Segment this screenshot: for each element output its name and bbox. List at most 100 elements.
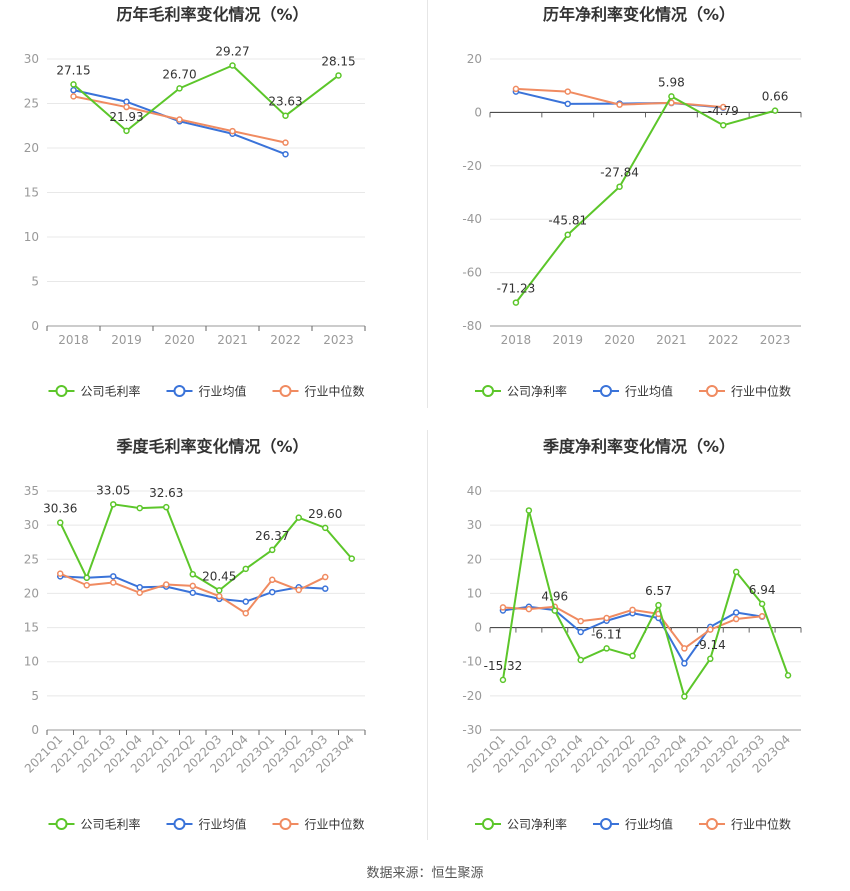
data-point-company	[176, 85, 183, 92]
data-point-company	[564, 231, 571, 238]
y-tick-label: 0	[474, 105, 482, 119]
data-label: 0.66	[762, 90, 789, 104]
legend-label: 行业中位数	[731, 817, 791, 832]
chart-annual-net-margin: 历年净利率变化情况（%） -80 -60 -40 -20 0 20 2018 2019 2020 2…	[428, 0, 850, 410]
y-tick-label: 0	[31, 319, 39, 333]
data-point-median	[499, 604, 507, 611]
data-point-company	[123, 127, 130, 135]
data-point-median	[629, 606, 636, 614]
x-tick-label: 2020	[164, 333, 195, 347]
data-point-company	[655, 601, 662, 609]
series-line-company	[59, 503, 353, 592]
y-tick-label: -20	[462, 159, 482, 173]
y-tick-label: 30	[24, 518, 39, 532]
data-label: 29.60	[308, 507, 342, 521]
legend-label: 公司净利率	[507, 384, 567, 399]
data-label: -27.84	[600, 166, 639, 180]
data-point-avg	[189, 589, 196, 596]
x-tick-label: 2022	[270, 333, 301, 347]
data-point-median	[269, 576, 276, 584]
data-label: 6.57	[645, 584, 672, 598]
data-point-median	[123, 103, 130, 111]
data-label: 21.93	[109, 110, 143, 124]
data-label: 30.36	[43, 502, 77, 516]
legend-label: 公司净利率	[507, 817, 567, 832]
data-label: 4.96	[541, 590, 568, 604]
data-point-median	[110, 579, 117, 586]
legend-label: 行业均值	[199, 817, 247, 832]
data-label: 23.63	[268, 95, 302, 109]
data-point-median	[512, 85, 520, 93]
data-point-median	[70, 93, 77, 100]
data-point-company	[282, 112, 289, 119]
x-tick-label: 2021	[217, 333, 248, 347]
legend-marker	[600, 385, 612, 397]
data-point-company	[771, 107, 779, 114]
chart-quarterly-net-margin: 季度净利率变化情况（%） -30 -20 -10 0 10 20 30 40 2021Q1 2021…	[428, 430, 850, 842]
legend-item: 行业均值	[593, 817, 673, 832]
y-tick-label: 5	[31, 275, 39, 289]
legend-item: 公司毛利率	[48, 817, 141, 832]
y-tick-label: -80	[462, 319, 482, 333]
data-point-company	[577, 656, 584, 664]
legend-item: 行业中位数	[699, 817, 791, 832]
data-point-company	[551, 607, 559, 614]
y-tick-label: 20	[24, 141, 39, 155]
data-point-company	[720, 121, 727, 129]
data-point-median	[577, 617, 584, 625]
data-point-median	[229, 127, 236, 135]
legend-marker	[482, 385, 494, 397]
data-point-avg	[564, 100, 571, 108]
legend-label: 行业中位数	[731, 384, 791, 399]
data-point-avg	[681, 660, 688, 667]
data-point-company	[668, 93, 675, 100]
x-tick-label: 2020	[604, 333, 635, 347]
data-point-median	[732, 615, 740, 623]
x-tick-label: 2023	[323, 333, 354, 347]
chart-title: 季度毛利率变化情况（%）	[115, 437, 308, 456]
data-point-company	[499, 676, 507, 684]
legend-label: 行业均值	[625, 817, 673, 832]
data-point-median	[57, 570, 64, 577]
legend-marker	[173, 385, 186, 397]
data-point-avg	[70, 86, 77, 94]
vertical-divider-top	[427, 0, 428, 408]
data-label: -4.79	[708, 104, 739, 118]
data-point-company	[512, 299, 520, 306]
data-point-company	[70, 81, 77, 88]
data-point-median	[525, 605, 533, 613]
legend-label: 行业中位数	[305, 817, 365, 832]
x-tick-label: 2023	[760, 333, 791, 347]
legend-item: 行业中位数	[272, 384, 365, 399]
chart-title: 季度净利率变化情况（%）	[542, 437, 735, 456]
legend-item: 行业均值	[166, 384, 247, 399]
y-tick-label: 40	[467, 484, 482, 498]
chart-title: 历年净利率变化情况（%）	[543, 5, 735, 24]
data-point-median	[176, 116, 183, 123]
data-point-company	[758, 600, 766, 608]
legend-label: 行业均值	[199, 384, 247, 399]
legend-label: 公司毛利率	[81, 384, 141, 399]
data-point-avg	[136, 584, 143, 591]
data-point-company	[348, 555, 355, 562]
data-label: 27.15	[56, 63, 90, 77]
data-label: 20.45	[202, 569, 236, 583]
data-point-company	[629, 652, 636, 660]
y-tick-label: 25	[24, 97, 39, 111]
chart-title: 历年毛利率变化情况（%）	[116, 5, 308, 24]
legend-marker	[279, 385, 292, 397]
data-point-median	[322, 573, 329, 581]
data-point-median	[83, 581, 90, 589]
legend-item: 公司净利率	[475, 384, 567, 399]
y-tick-label: 35	[24, 484, 39, 498]
data-point-company	[229, 62, 236, 69]
legend-item: 行业均值	[593, 384, 673, 399]
data-label: 26.70	[162, 67, 196, 81]
data-point-avg	[282, 150, 289, 158]
data-label: -45.81	[548, 214, 587, 228]
data-point-median	[707, 626, 714, 633]
y-tick-label: 15	[24, 621, 39, 635]
legend-item: 行业均值	[166, 817, 247, 832]
y-tick-label: 20	[467, 552, 482, 566]
data-point-company	[163, 503, 170, 511]
